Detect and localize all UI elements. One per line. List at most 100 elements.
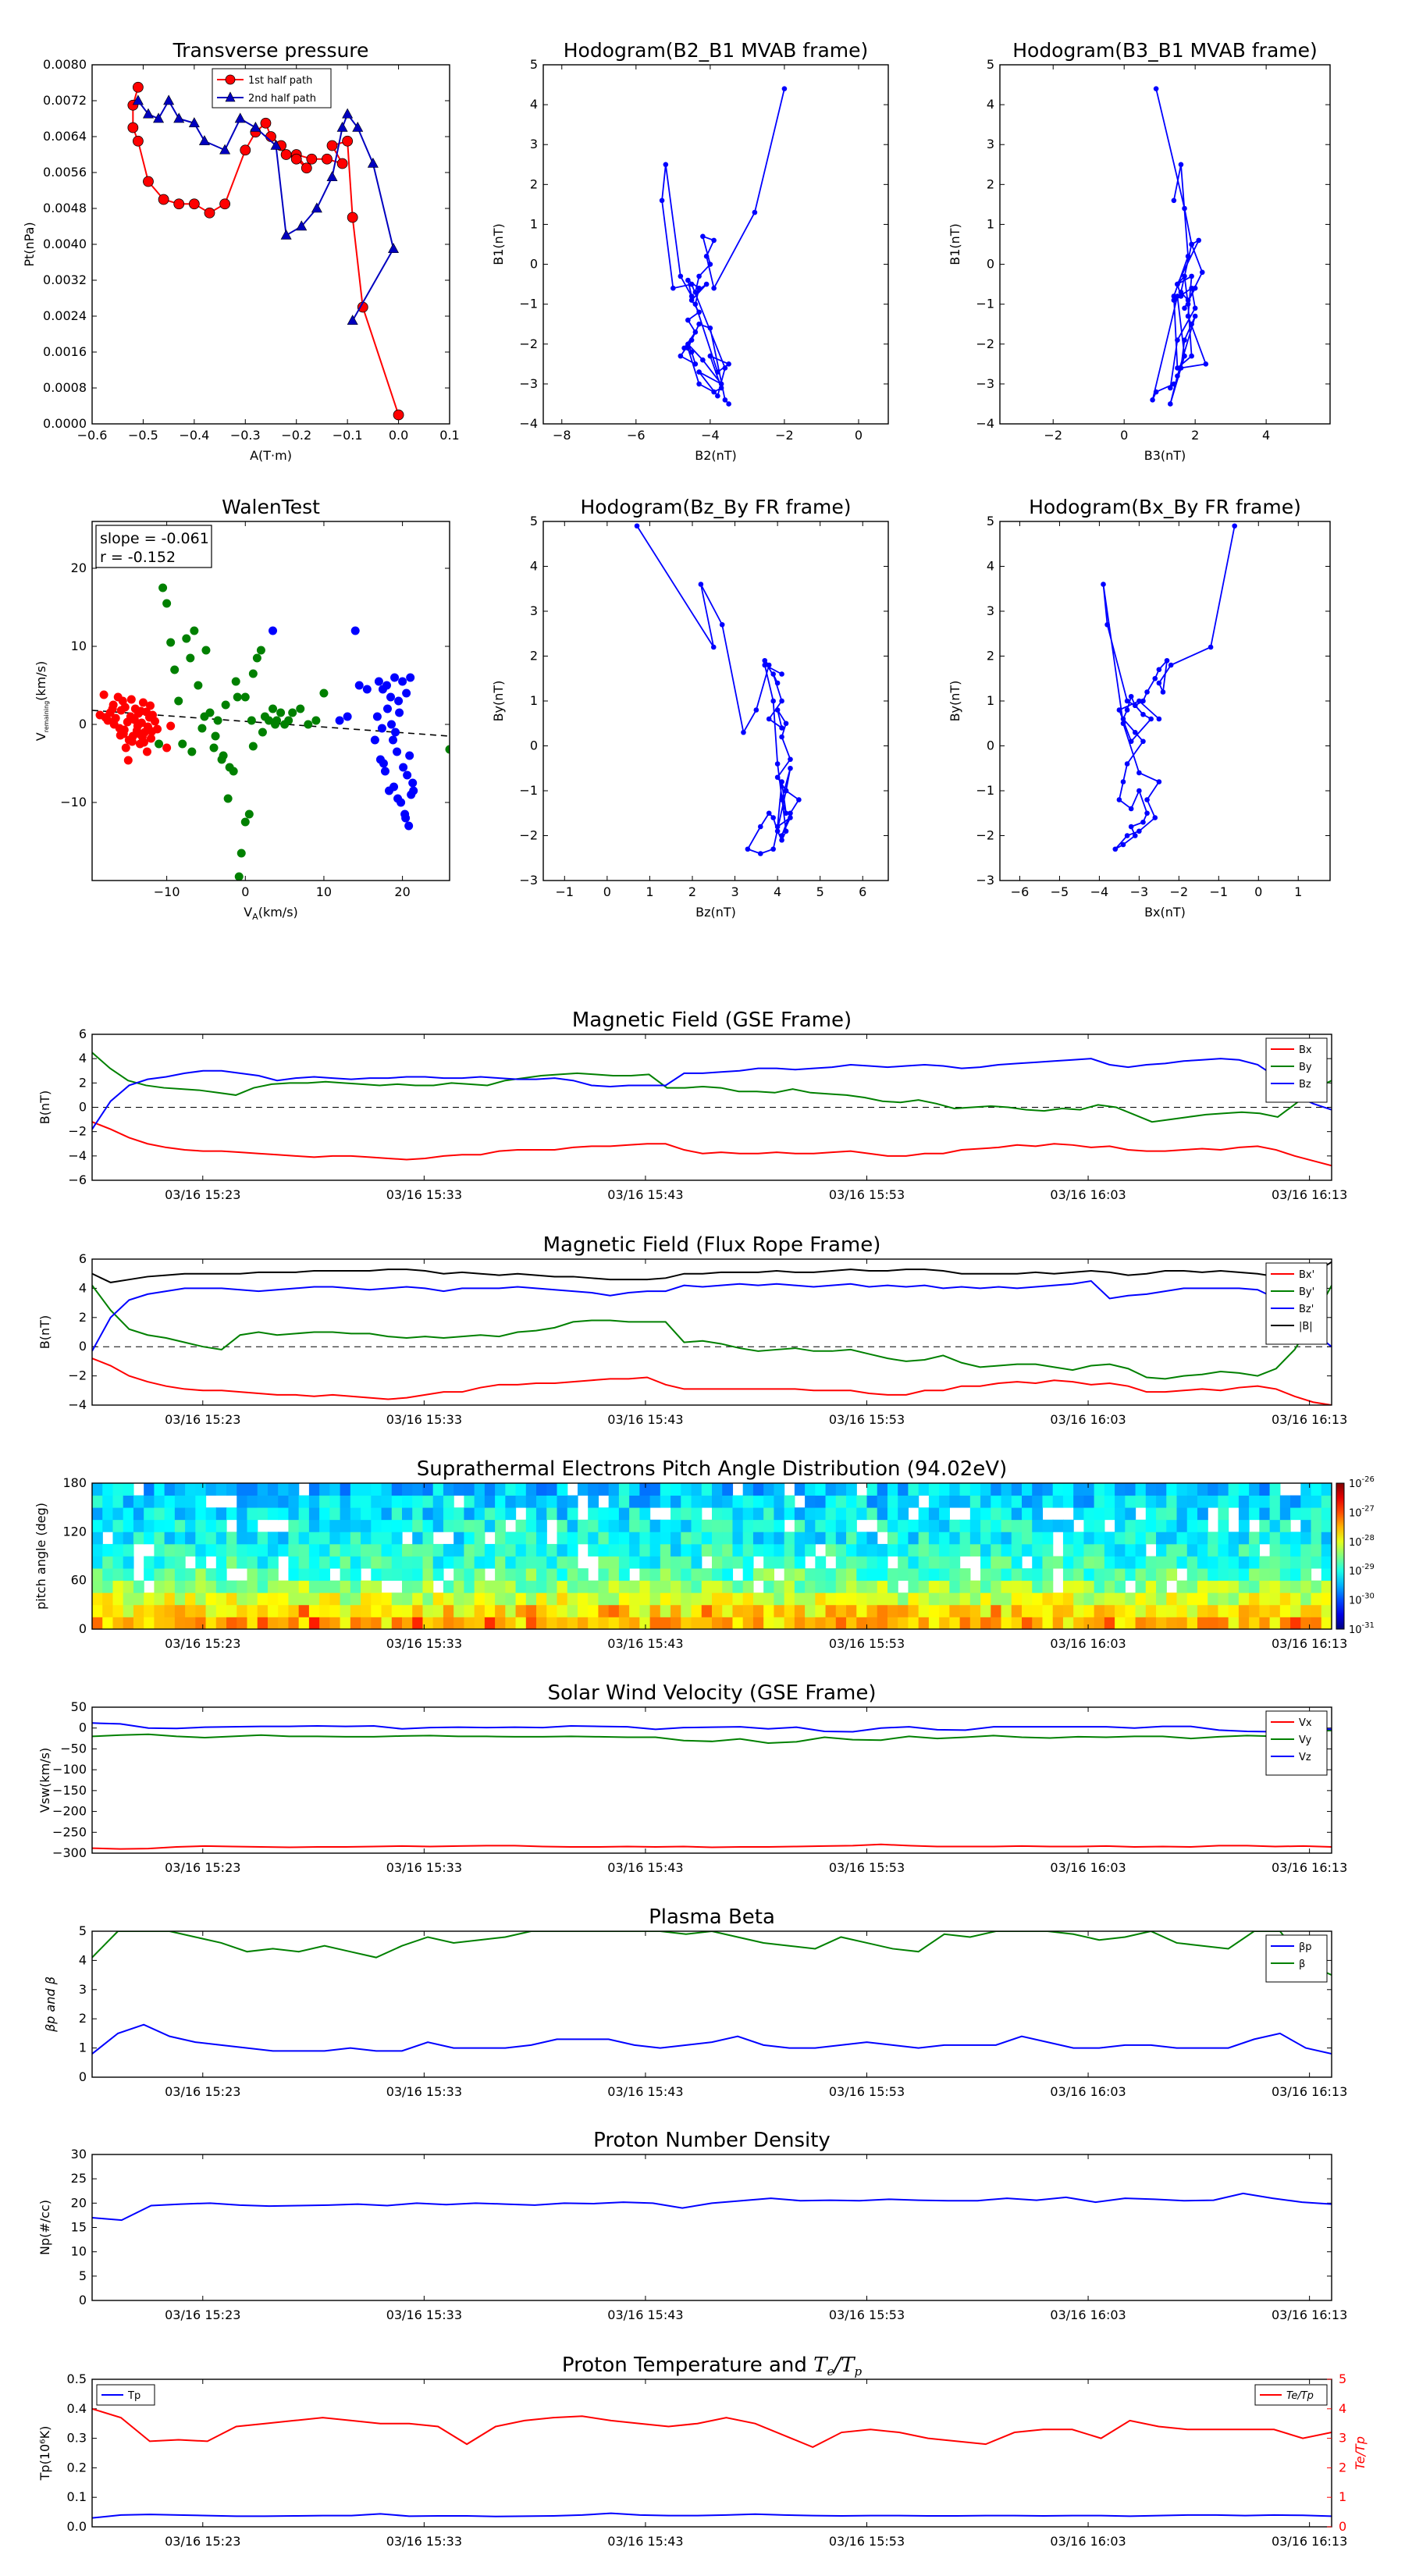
heatmap-cell xyxy=(298,1543,310,1557)
heatmap-cell xyxy=(980,1568,991,1582)
data-marker xyxy=(352,121,364,132)
heatmap-cell xyxy=(1300,1592,1312,1606)
heatmap-cell xyxy=(267,1568,279,1582)
series-line-TeTp xyxy=(92,2407,1332,2449)
heatmap-cell xyxy=(980,1483,991,1496)
heatmap-cell xyxy=(1011,1519,1023,1532)
heatmap-cell xyxy=(474,1604,486,1617)
heatmap-cell xyxy=(722,1519,734,1532)
heatmap-cell xyxy=(391,1592,403,1606)
data-marker xyxy=(1101,582,1106,587)
heatmap-cell xyxy=(1197,1556,1208,1569)
y-tick-label: 2 xyxy=(79,2011,87,2026)
x-axis-label: A(T·m) xyxy=(250,448,292,463)
y-tick-label: 4 xyxy=(79,1952,87,1967)
heatmap-cell xyxy=(123,1604,134,1617)
y-tick-label: −2 xyxy=(68,1368,87,1383)
heatmap-cell xyxy=(557,1604,568,1617)
heatmap-cell xyxy=(980,1519,991,1532)
heatmap-cell xyxy=(681,1592,692,1606)
heatmap-cell xyxy=(164,1592,176,1606)
heatmap-cell xyxy=(340,1519,351,1532)
data-marker xyxy=(1128,824,1134,830)
heatmap-cell xyxy=(308,1592,320,1606)
x-tick-label: −6 xyxy=(1011,884,1030,899)
panel-title: Plasma Beta xyxy=(649,1905,775,1929)
heatmap-cell xyxy=(226,1604,237,1617)
heatmap-cell xyxy=(1197,1507,1208,1521)
heatmap-cell xyxy=(1269,1519,1281,1532)
heatmap-cell xyxy=(898,1604,909,1617)
heatmap-cell xyxy=(1197,1568,1208,1582)
walen-point xyxy=(389,782,399,792)
heatmap-cell xyxy=(712,1580,723,1593)
panel-hodogram-b2-b1: Hodogram(B2_B1 MVAB frame)−8 −6 −4 −2 0−4−3−… xyxy=(491,39,889,463)
heatmap-cell xyxy=(319,1532,330,1545)
y-tick-label: 2 xyxy=(79,1075,87,1090)
heatmap-cell xyxy=(205,1483,217,1496)
legend-marker xyxy=(225,91,236,102)
heatmap-cell xyxy=(732,1604,744,1617)
heatmap-cell xyxy=(546,1617,558,1629)
heatmap-cell xyxy=(381,1483,393,1496)
heatmap-cell xyxy=(835,1507,847,1521)
heatmap-cell xyxy=(1073,1543,1084,1557)
heatmap-cell xyxy=(774,1532,785,1545)
heatmap-cell xyxy=(247,1580,258,1593)
heatmap-cell xyxy=(825,1568,837,1582)
heatmap-cell xyxy=(866,1580,878,1593)
heatmap-cell xyxy=(1156,1543,1167,1557)
heatmap-cell xyxy=(412,1532,424,1545)
time-tick-label: 03/16 16:13 xyxy=(1272,2307,1347,2322)
heatmap-cell xyxy=(361,1617,372,1629)
heatmap-cell xyxy=(1176,1507,1188,1521)
heatmap-cell xyxy=(887,1483,898,1496)
heatmap-cell xyxy=(1156,1507,1167,1521)
heatmap-cell xyxy=(618,1580,630,1593)
data-marker xyxy=(1132,833,1138,838)
panel-title: Suprathermal Electrons Pitch Angle Distr… xyxy=(417,1457,1007,1481)
heatmap-cell xyxy=(340,1543,351,1557)
heatmap-cell xyxy=(784,1592,795,1606)
heatmap-cell xyxy=(928,1519,940,1532)
heatmap-cell xyxy=(402,1543,413,1557)
heatmap-cell xyxy=(598,1519,610,1532)
heatmap-cell xyxy=(1238,1556,1250,1569)
heatmap-cell xyxy=(969,1495,981,1508)
heatmap-cell xyxy=(443,1507,454,1521)
heatmap-cell xyxy=(1197,1532,1208,1545)
walen-point xyxy=(248,742,258,751)
y-tick-label: 0 xyxy=(79,2069,87,2084)
y-tick-label: 10 xyxy=(71,2244,87,2259)
colorbar-label: 10-26 xyxy=(1349,1475,1375,1490)
time-tick-label: 03/16 15:33 xyxy=(386,2307,462,2322)
heatmap-cell xyxy=(1321,1519,1332,1532)
data-marker xyxy=(707,353,713,359)
heatmap-cell xyxy=(525,1580,537,1593)
data-marker xyxy=(260,117,272,129)
heatmap-cell xyxy=(174,1556,186,1569)
heatmap-cell xyxy=(877,1592,888,1606)
panel-title: Transverse pressure xyxy=(173,39,369,62)
y-tick-label: 0.0016 xyxy=(43,344,87,359)
data-marker xyxy=(1189,321,1194,327)
heatmap-cell xyxy=(991,1617,1002,1629)
data-marker xyxy=(336,121,348,132)
heatmap-cell xyxy=(154,1507,165,1521)
data-marker xyxy=(762,657,768,664)
heatmap-cell xyxy=(691,1604,702,1617)
x-tick-label: 2 xyxy=(1191,428,1199,443)
heatmap-cell xyxy=(557,1483,568,1496)
heatmap-cell xyxy=(918,1617,930,1629)
heatmap-cell xyxy=(1186,1532,1198,1545)
heatmap-cell xyxy=(1094,1519,1105,1532)
heatmap-cell xyxy=(1259,1604,1271,1617)
heatmap-cell xyxy=(432,1519,444,1532)
y-tick-label: 3 xyxy=(530,603,538,618)
data-marker xyxy=(1136,770,1142,776)
walen-point xyxy=(151,717,160,726)
heatmap-cell xyxy=(546,1495,558,1508)
data-marker xyxy=(692,361,699,367)
heatmap-cell xyxy=(1022,1617,1033,1629)
heatmap-cell xyxy=(1001,1568,1012,1582)
